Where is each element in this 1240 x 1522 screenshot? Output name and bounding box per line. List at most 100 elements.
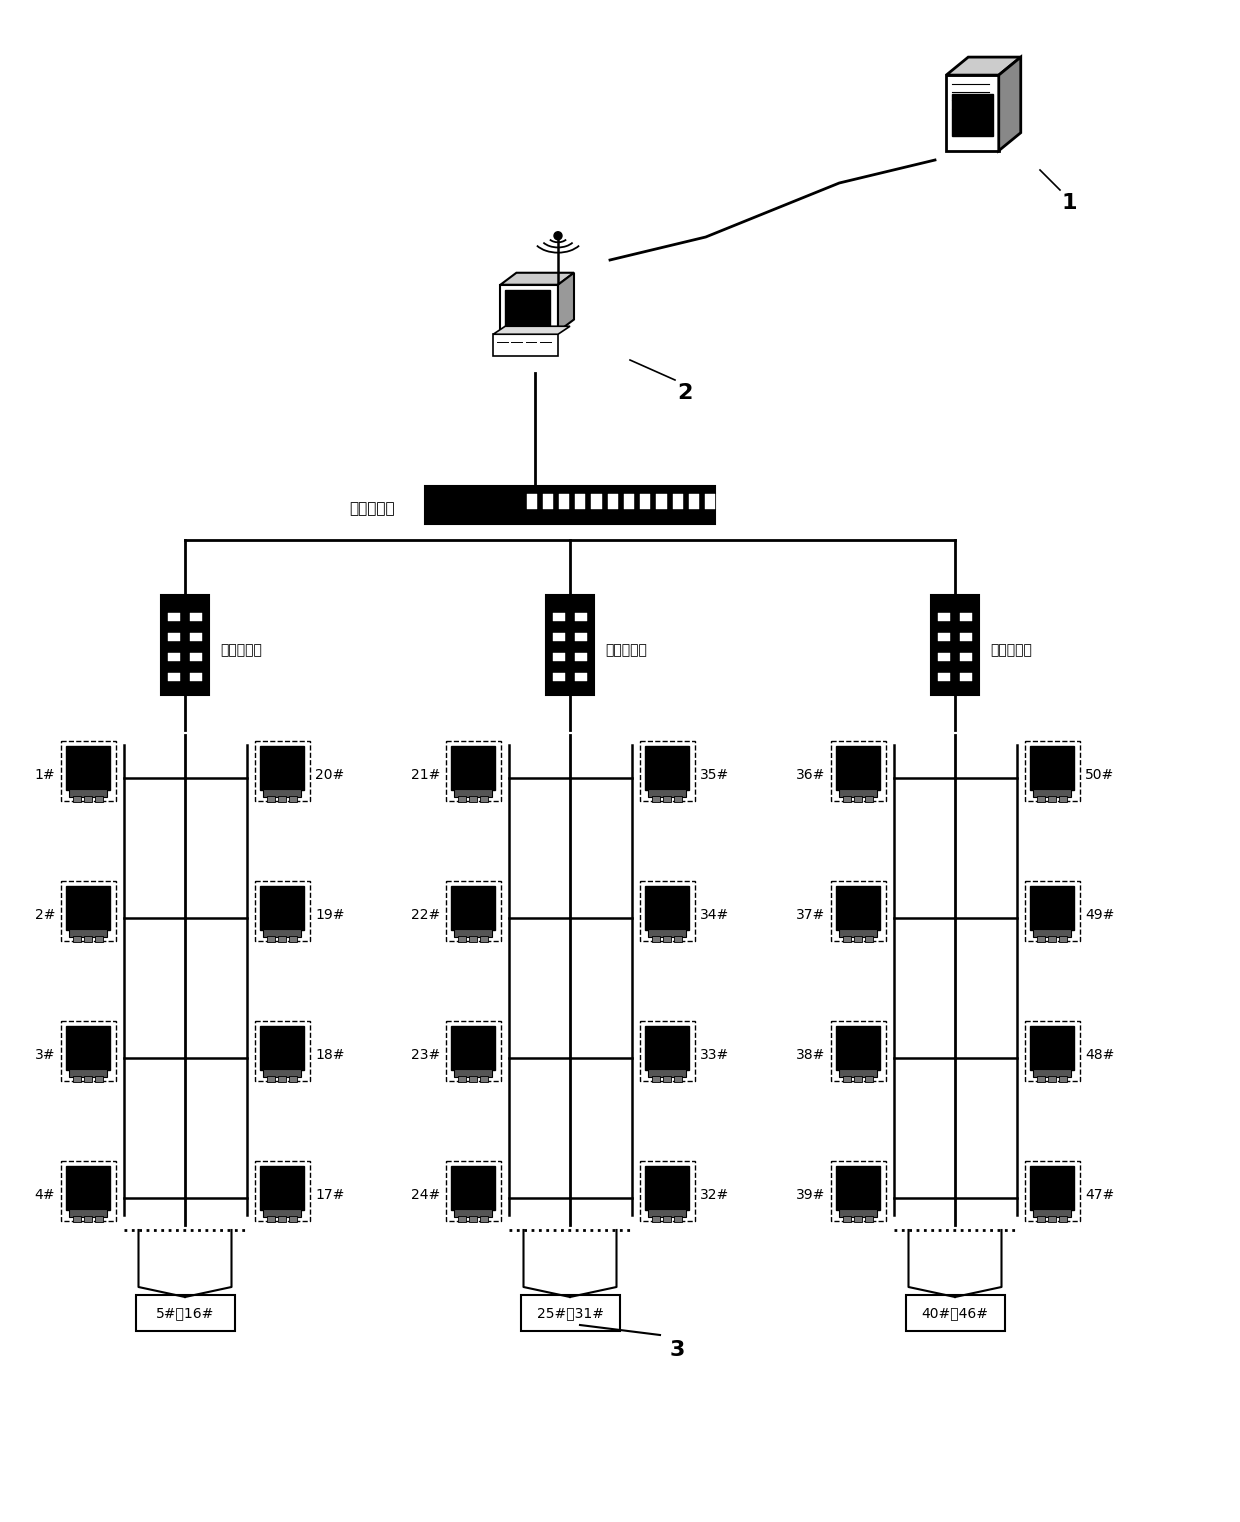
Text: 光纤交换机: 光纤交换机: [605, 642, 647, 658]
Text: 4#: 4#: [35, 1189, 55, 1202]
FancyBboxPatch shape: [458, 936, 466, 942]
FancyBboxPatch shape: [445, 741, 501, 801]
FancyBboxPatch shape: [1059, 796, 1066, 802]
FancyBboxPatch shape: [84, 936, 92, 942]
FancyBboxPatch shape: [831, 1161, 885, 1221]
FancyBboxPatch shape: [831, 1021, 885, 1081]
Polygon shape: [494, 326, 570, 335]
FancyBboxPatch shape: [95, 796, 103, 802]
FancyBboxPatch shape: [575, 673, 587, 680]
FancyBboxPatch shape: [836, 746, 880, 790]
FancyBboxPatch shape: [135, 1295, 234, 1332]
FancyBboxPatch shape: [454, 1068, 492, 1078]
FancyBboxPatch shape: [425, 486, 715, 524]
FancyBboxPatch shape: [66, 886, 110, 930]
FancyBboxPatch shape: [1033, 1068, 1071, 1078]
Text: 5#至16#: 5#至16#: [156, 1306, 215, 1320]
FancyBboxPatch shape: [960, 633, 972, 641]
FancyBboxPatch shape: [1024, 881, 1080, 941]
Text: 37#: 37#: [796, 909, 825, 922]
Text: 49#: 49#: [1085, 909, 1115, 922]
FancyBboxPatch shape: [1048, 936, 1056, 942]
FancyBboxPatch shape: [1030, 1026, 1074, 1070]
FancyBboxPatch shape: [190, 613, 202, 621]
FancyBboxPatch shape: [839, 788, 877, 798]
FancyBboxPatch shape: [73, 936, 81, 942]
FancyBboxPatch shape: [854, 1076, 862, 1082]
FancyBboxPatch shape: [254, 741, 310, 801]
FancyBboxPatch shape: [640, 1161, 694, 1221]
FancyBboxPatch shape: [645, 1166, 689, 1210]
Text: 21#: 21#: [410, 769, 440, 782]
FancyBboxPatch shape: [663, 1076, 671, 1082]
FancyBboxPatch shape: [260, 1166, 304, 1210]
FancyBboxPatch shape: [1048, 1216, 1056, 1222]
Text: 32#: 32#: [701, 1189, 729, 1202]
FancyBboxPatch shape: [267, 1076, 275, 1082]
Text: 36#: 36#: [796, 769, 825, 782]
FancyBboxPatch shape: [95, 1216, 103, 1222]
FancyBboxPatch shape: [866, 1076, 873, 1082]
FancyBboxPatch shape: [73, 1216, 81, 1222]
FancyBboxPatch shape: [469, 796, 477, 802]
FancyBboxPatch shape: [267, 796, 275, 802]
FancyBboxPatch shape: [480, 936, 489, 942]
FancyBboxPatch shape: [445, 1021, 501, 1081]
FancyBboxPatch shape: [831, 881, 885, 941]
FancyBboxPatch shape: [866, 1216, 873, 1222]
FancyBboxPatch shape: [263, 1208, 301, 1218]
Text: 39#: 39#: [796, 1189, 825, 1202]
FancyBboxPatch shape: [263, 1068, 301, 1078]
FancyBboxPatch shape: [190, 633, 202, 641]
FancyBboxPatch shape: [1024, 1161, 1080, 1221]
FancyBboxPatch shape: [939, 633, 950, 641]
FancyBboxPatch shape: [263, 928, 301, 938]
FancyBboxPatch shape: [866, 936, 873, 942]
FancyBboxPatch shape: [95, 936, 103, 942]
FancyBboxPatch shape: [591, 495, 601, 508]
FancyBboxPatch shape: [289, 796, 298, 802]
FancyBboxPatch shape: [645, 746, 689, 790]
FancyBboxPatch shape: [675, 1076, 682, 1082]
FancyBboxPatch shape: [267, 936, 275, 942]
FancyBboxPatch shape: [190, 673, 202, 680]
Text: 50#: 50#: [1085, 769, 1115, 782]
Text: 38#: 38#: [796, 1049, 825, 1062]
FancyBboxPatch shape: [289, 1216, 298, 1222]
FancyBboxPatch shape: [575, 495, 585, 508]
FancyBboxPatch shape: [559, 495, 569, 508]
FancyBboxPatch shape: [553, 633, 565, 641]
FancyBboxPatch shape: [445, 881, 501, 941]
Text: 17#: 17#: [315, 1189, 345, 1202]
FancyBboxPatch shape: [1030, 886, 1074, 930]
FancyBboxPatch shape: [469, 1076, 477, 1082]
Text: 22#: 22#: [410, 909, 440, 922]
FancyBboxPatch shape: [689, 495, 699, 508]
FancyBboxPatch shape: [546, 595, 594, 696]
Text: 光纤交换机: 光纤交换机: [350, 502, 396, 516]
FancyBboxPatch shape: [645, 886, 689, 930]
FancyBboxPatch shape: [84, 1216, 92, 1222]
FancyBboxPatch shape: [649, 1208, 686, 1218]
FancyBboxPatch shape: [69, 788, 107, 798]
FancyBboxPatch shape: [1033, 788, 1071, 798]
FancyBboxPatch shape: [454, 1208, 492, 1218]
FancyBboxPatch shape: [61, 1161, 115, 1221]
Text: 1: 1: [1061, 193, 1078, 213]
Text: 18#: 18#: [315, 1049, 345, 1062]
FancyBboxPatch shape: [451, 1026, 495, 1070]
FancyBboxPatch shape: [839, 1208, 877, 1218]
FancyBboxPatch shape: [527, 495, 537, 508]
FancyBboxPatch shape: [494, 335, 558, 356]
FancyBboxPatch shape: [1059, 936, 1066, 942]
FancyBboxPatch shape: [652, 796, 660, 802]
Text: 24#: 24#: [410, 1189, 440, 1202]
FancyBboxPatch shape: [451, 746, 495, 790]
FancyBboxPatch shape: [61, 1021, 115, 1081]
FancyBboxPatch shape: [458, 1076, 466, 1082]
FancyBboxPatch shape: [652, 936, 660, 942]
FancyBboxPatch shape: [254, 1161, 310, 1221]
FancyBboxPatch shape: [1024, 1021, 1080, 1081]
FancyBboxPatch shape: [905, 1295, 1004, 1332]
FancyBboxPatch shape: [960, 613, 972, 621]
